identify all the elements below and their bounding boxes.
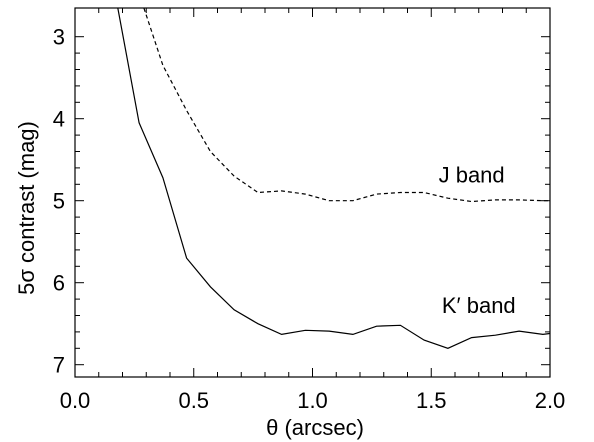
x-tick-label: 2.0 [535, 388, 566, 413]
j-band-line [143, 8, 550, 203]
x-axis-title: θ (arcsec) [266, 415, 364, 440]
plot-area [74, 7, 551, 378]
y-tick-label: 3 [53, 25, 65, 50]
j-band-label: J band [439, 163, 505, 188]
x-axis: 0.0 0.5 1.0 1.5 2.0 [60, 8, 566, 413]
x-tick-label: 1.5 [416, 388, 447, 413]
series-layer [117, 8, 550, 349]
y-axis-title: 5σ contrast (mag) [14, 121, 39, 295]
x-tick-label: 0.5 [178, 388, 209, 413]
y-tick-label: 6 [53, 271, 65, 296]
x-tick-label: 0.0 [60, 388, 91, 413]
y-axis: 3 4 5 6 7 [53, 25, 550, 378]
x-tick-label: 1.0 [297, 388, 328, 413]
y-tick-label: 5 [53, 189, 65, 214]
annotation-layer: J band K′ band [439, 163, 516, 318]
y-tick-label: 4 [53, 107, 65, 132]
k-band-label: K′ band [442, 293, 516, 318]
y-tick-label: 7 [53, 353, 65, 378]
k-band-line [117, 8, 550, 349]
plot-frame [74, 7, 551, 378]
